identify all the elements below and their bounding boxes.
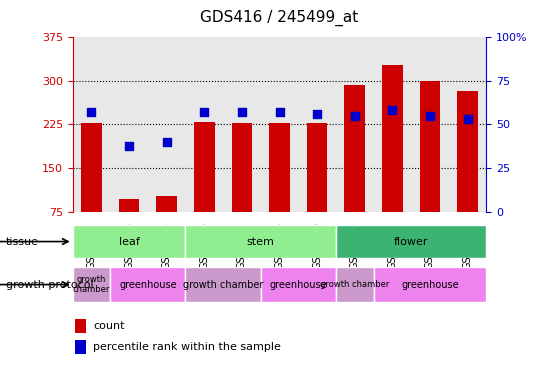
Bar (382, 65, 402, 212)
Bar (420, 81, 440, 212)
Bar (344, 85, 365, 212)
Bar (73, 37, 110, 212)
Point (275, 109, 284, 115)
Point (87, 109, 96, 115)
Text: count: count (93, 321, 125, 331)
Text: greenhouse: greenhouse (401, 280, 459, 290)
Text: flower: flower (394, 236, 428, 247)
Bar (260, 37, 299, 212)
Text: greenhouse: greenhouse (119, 280, 177, 290)
Text: tissue: tissue (6, 237, 39, 247)
Bar (73, 225, 186, 258)
Text: growth chamber: growth chamber (320, 280, 390, 289)
Bar (157, 197, 177, 212)
Bar (75, 319, 86, 333)
Bar (110, 37, 148, 212)
Bar (73, 267, 110, 302)
Text: GDS416 / 245499_at: GDS416 / 245499_at (200, 10, 359, 26)
Bar (307, 123, 328, 212)
Bar (336, 37, 373, 212)
Bar (223, 37, 260, 212)
Text: growth chamber: growth chamber (183, 280, 263, 290)
Bar (75, 340, 86, 354)
Bar (373, 267, 486, 302)
Bar (119, 199, 139, 212)
Text: percentile rank within the sample: percentile rank within the sample (93, 342, 281, 352)
Text: leaf: leaf (119, 236, 140, 247)
Bar (148, 37, 186, 212)
Bar (336, 267, 373, 302)
Point (238, 109, 247, 115)
Text: growth protocol: growth protocol (6, 280, 93, 290)
Bar (186, 37, 223, 212)
Text: stem: stem (247, 236, 274, 247)
Bar (299, 37, 336, 212)
Bar (336, 225, 486, 258)
Point (425, 113, 434, 119)
Text: growth
chamber: growth chamber (73, 275, 110, 294)
Bar (260, 267, 336, 302)
Bar (231, 123, 252, 212)
Text: greenhouse: greenhouse (269, 280, 327, 290)
Bar (269, 123, 290, 212)
Point (350, 113, 359, 119)
Point (312, 111, 321, 117)
Bar (186, 267, 260, 302)
Point (388, 108, 397, 113)
Point (125, 143, 134, 149)
Bar (186, 225, 336, 258)
Bar (411, 37, 449, 212)
Bar (449, 37, 486, 212)
Bar (194, 122, 215, 212)
Bar (81, 123, 102, 212)
Point (463, 116, 472, 122)
Bar (457, 91, 478, 212)
Point (162, 139, 171, 145)
Bar (110, 267, 186, 302)
Bar (373, 37, 411, 212)
Point (200, 109, 209, 115)
